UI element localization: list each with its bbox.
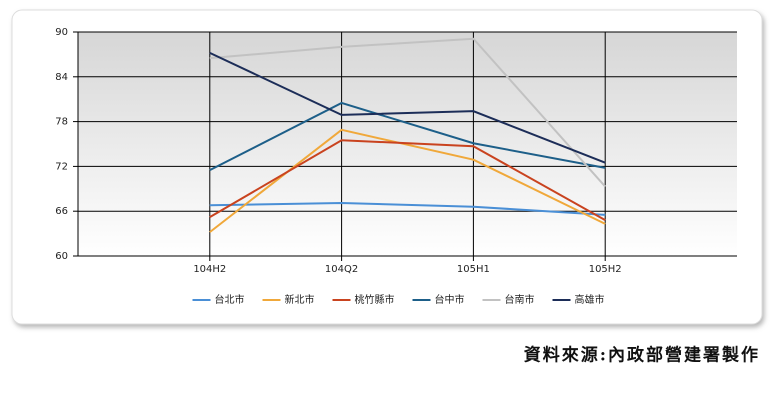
y-tick-label: 78: [55, 117, 68, 128]
x-tick-label: 104H2: [193, 264, 226, 275]
series-line: [209, 37, 606, 188]
legend-label: 桃竹縣市: [355, 293, 395, 306]
series-line: [209, 128, 606, 233]
y-tick-label: 66: [55, 206, 68, 217]
x-tick-label: 104Q2: [325, 264, 358, 275]
y-tick-label: 84: [55, 72, 68, 83]
x-tick-label: 105H1: [457, 264, 490, 275]
series-line: [209, 52, 606, 164]
y-tick-label: 90: [55, 27, 68, 38]
legend-label: 台中市: [435, 293, 465, 306]
legend-label: 台北市: [215, 293, 245, 306]
legend-label: 台南市: [505, 293, 535, 306]
series-line: [209, 139, 606, 222]
y-tick-label: 60: [55, 251, 68, 262]
legend-label: 高雄市: [575, 293, 605, 306]
series-line: [209, 101, 606, 172]
footer: 資料來源:內政部營建署製作: [524, 345, 760, 366]
y-tick-label: 72: [55, 161, 68, 172]
series-line: [209, 201, 606, 216]
legend-label: 新北市: [285, 293, 315, 306]
x-tick-label: 105H2: [589, 264, 622, 275]
